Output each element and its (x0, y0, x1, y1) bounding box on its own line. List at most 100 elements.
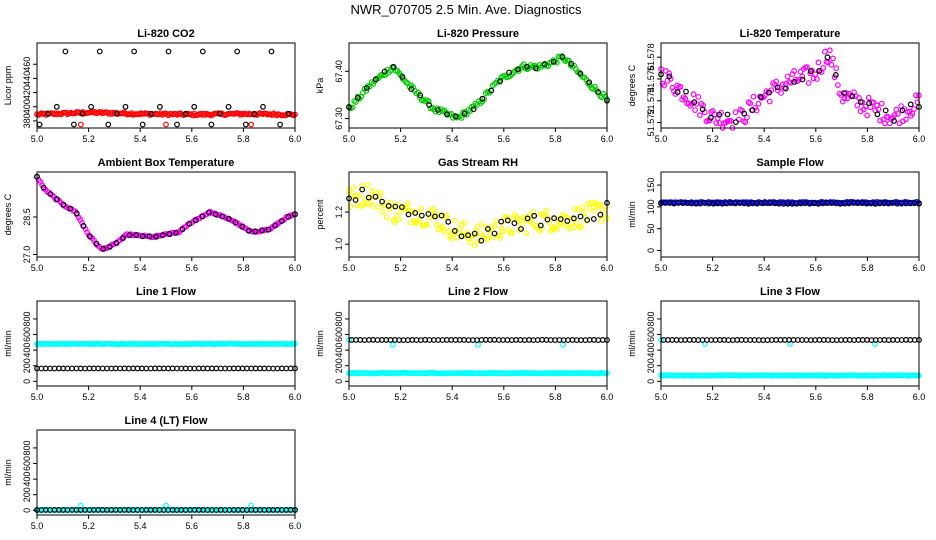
data-point (405, 211, 412, 218)
y-tick-label: 440 (22, 71, 32, 86)
y-tick-label: 100 (646, 199, 656, 214)
data-point (854, 102, 861, 109)
data-point (907, 101, 914, 108)
y-tick-label: 50 (646, 224, 656, 234)
x-tick-label: 5.6 (186, 521, 199, 531)
data-points (658, 198, 922, 207)
y-tick-label: 28.5 (22, 208, 32, 226)
data-point (166, 231, 173, 237)
x-tick-label: 5.6 (498, 134, 511, 144)
x-tick-label: 5.8 (861, 392, 874, 402)
data-point (518, 226, 524, 232)
data-point (139, 121, 146, 128)
y-tick-label: 800 (22, 311, 32, 326)
data-point (713, 120, 720, 126)
data-point (467, 239, 474, 246)
data-point (73, 210, 80, 217)
data-point (471, 230, 478, 237)
data-point (435, 107, 441, 113)
data-point (524, 217, 531, 224)
chart-sample-flow: Sample Flow ml/min 5.0 5.2 5.4 5.6 5.8 6.0 0 50 10… (627, 157, 925, 273)
data-point (426, 102, 433, 108)
series-line-a (346, 181, 610, 249)
data-point (163, 502, 169, 509)
data-point (572, 206, 579, 212)
data-point (577, 213, 584, 220)
chart-title: Gas Stream RH (438, 157, 518, 169)
data-point (500, 228, 507, 235)
data-point (872, 341, 878, 347)
data-point (805, 80, 812, 86)
data-point (423, 221, 430, 228)
data-point (79, 110, 86, 117)
x-tick-label: 6.0 (289, 134, 302, 144)
data-point (139, 233, 146, 240)
data-point (365, 194, 372, 201)
x-tick-label: 5.6 (186, 392, 199, 402)
y-tick-label: 67.40 (334, 60, 344, 83)
data-point (581, 209, 587, 216)
data-point (497, 235, 504, 241)
data-point (172, 229, 179, 236)
data-point (557, 216, 564, 223)
x-tick-label: 5.2 (706, 134, 719, 144)
data-point (285, 110, 292, 117)
data-point (519, 221, 525, 228)
x-tick-label: 5.0 (343, 134, 356, 144)
x-tick-label: 5.0 (31, 392, 44, 402)
data-point (807, 68, 814, 75)
data-point (841, 95, 848, 102)
chart-co2: Li-820 CO2 Licor ppm 5.0 5.2 5.4 5.6 5.8 6.0 380… (3, 28, 301, 144)
data-point (799, 76, 806, 83)
data-point (758, 94, 764, 100)
data-point (878, 100, 885, 107)
data-point (425, 98, 432, 105)
x-tick-label: 5.2 (706, 392, 719, 402)
data-point (53, 196, 60, 203)
data-points (34, 48, 298, 128)
y-tick-label: 600 (22, 456, 32, 471)
data-point (579, 204, 586, 211)
x-tick-label: 5.8 (237, 134, 250, 144)
data-point (882, 107, 889, 114)
data-point (815, 59, 822, 66)
data-point (849, 93, 856, 100)
chart-line1: Line 1 Flow ml/min 5.0 5.2 5.4 5.6 5.8 6.0 0 2004… (3, 286, 301, 402)
data-point (53, 103, 60, 110)
data-point (591, 207, 597, 214)
chart-line2: Line 2 Flow ml/min 5.0 5.2 5.4 5.6 5.8 6.0 0 2004… (315, 286, 613, 402)
data-point (349, 104, 356, 111)
data-point (695, 93, 702, 100)
data-point (511, 220, 518, 227)
x-tick-label: 5.8 (549, 392, 562, 402)
series-line-b (34, 173, 298, 252)
series-line-b (36, 48, 292, 128)
plot-frame (660, 300, 920, 387)
data-point (153, 233, 160, 240)
data-point (199, 213, 206, 220)
plot-frame (348, 42, 608, 129)
data-point (584, 217, 591, 223)
data-point (553, 59, 560, 66)
y-axis-label: degrees C (3, 193, 13, 235)
y-tick-label: 0 (646, 248, 656, 253)
data-point (376, 193, 383, 200)
x-tick-label: 5.6 (810, 263, 823, 273)
y-tick-label: 51.578 (646, 43, 656, 71)
data-point (559, 54, 566, 60)
data-point (364, 181, 371, 188)
data-point (208, 121, 215, 128)
data-point (159, 232, 166, 239)
data-point (491, 223, 498, 229)
series-line-b (346, 54, 610, 120)
data-point (45, 110, 52, 117)
data-point (165, 48, 172, 55)
data-point (560, 341, 566, 348)
x-tick-label: 5.4 (446, 134, 459, 144)
y-tick-label: 400 (22, 343, 32, 358)
data-point (541, 61, 548, 67)
data-point (93, 240, 100, 247)
data-point (399, 73, 406, 80)
data-point (716, 111, 723, 118)
